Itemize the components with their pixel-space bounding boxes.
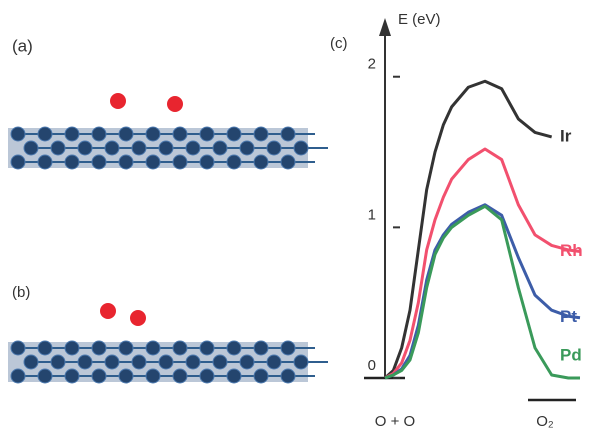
atom (37, 154, 53, 170)
atomic-structures (8, 93, 328, 384)
series-line (384, 203, 581, 380)
atom (104, 354, 120, 370)
atom (199, 368, 215, 384)
atom (77, 354, 93, 370)
atom (145, 368, 161, 384)
atom (185, 140, 201, 156)
panel-label: (b) (12, 284, 30, 301)
atom (64, 154, 80, 170)
x-tick-label: O + O (375, 413, 415, 430)
atom (91, 340, 107, 356)
atom (266, 354, 282, 370)
atom (64, 368, 80, 384)
atom (10, 154, 26, 170)
atom (131, 354, 147, 370)
atom (280, 340, 296, 356)
series-label: Ir (560, 126, 572, 145)
atom (131, 140, 147, 156)
atom (118, 340, 134, 356)
series-line (384, 147, 581, 380)
atom (239, 354, 255, 370)
atom (212, 354, 228, 370)
atom (226, 154, 242, 170)
atom (293, 354, 309, 370)
atom (253, 340, 269, 356)
atom (172, 368, 188, 384)
atom (37, 340, 53, 356)
axis-arrow (379, 18, 391, 36)
oxygen (100, 303, 116, 319)
atom (293, 140, 309, 156)
atom (253, 154, 269, 170)
atom (91, 126, 107, 142)
atom (23, 354, 39, 370)
atom (172, 340, 188, 356)
atom (226, 126, 242, 142)
atom (50, 140, 66, 156)
atom (10, 340, 26, 356)
y-axis-label: E (eV) (398, 11, 441, 28)
atom (145, 126, 161, 142)
atom (91, 154, 107, 170)
atom (118, 126, 134, 142)
atom (10, 368, 26, 384)
y-tick-label: 2 (368, 56, 376, 73)
atom (118, 368, 134, 384)
atom (118, 154, 134, 170)
atom (104, 140, 120, 156)
atom (77, 140, 93, 156)
oxygen (130, 310, 146, 326)
atom (64, 126, 80, 142)
atom (145, 154, 161, 170)
atom (280, 126, 296, 142)
x-tick-label: O₂ (536, 413, 554, 430)
panel-label: (c) (330, 35, 348, 52)
atom (37, 368, 53, 384)
panel-label: (a) (12, 36, 33, 55)
series-label: Pt (560, 307, 577, 326)
atom (280, 368, 296, 384)
series-label: Rh (560, 241, 583, 260)
atom (212, 140, 228, 156)
atom (64, 340, 80, 356)
atom (199, 340, 215, 356)
atom (199, 154, 215, 170)
atom (23, 140, 39, 156)
series-line (383, 79, 553, 380)
atom (226, 368, 242, 384)
atom (280, 154, 296, 170)
atom (158, 354, 174, 370)
y-tick-label: 0 (368, 357, 376, 374)
atom (226, 340, 242, 356)
atom (145, 340, 161, 356)
atom (10, 126, 26, 142)
y-tick-label: 1 (368, 206, 376, 223)
atom (158, 140, 174, 156)
atom (239, 140, 255, 156)
atom (172, 154, 188, 170)
oxygen (167, 96, 183, 112)
oxygen (110, 93, 126, 109)
atom (50, 354, 66, 370)
series-line (384, 204, 580, 380)
atom (172, 126, 188, 142)
atom (266, 140, 282, 156)
atom (199, 126, 215, 142)
atom (253, 368, 269, 384)
atom (253, 126, 269, 142)
atom (37, 126, 53, 142)
atom (185, 354, 201, 370)
atom (91, 368, 107, 384)
series-label: Pd (560, 345, 582, 364)
